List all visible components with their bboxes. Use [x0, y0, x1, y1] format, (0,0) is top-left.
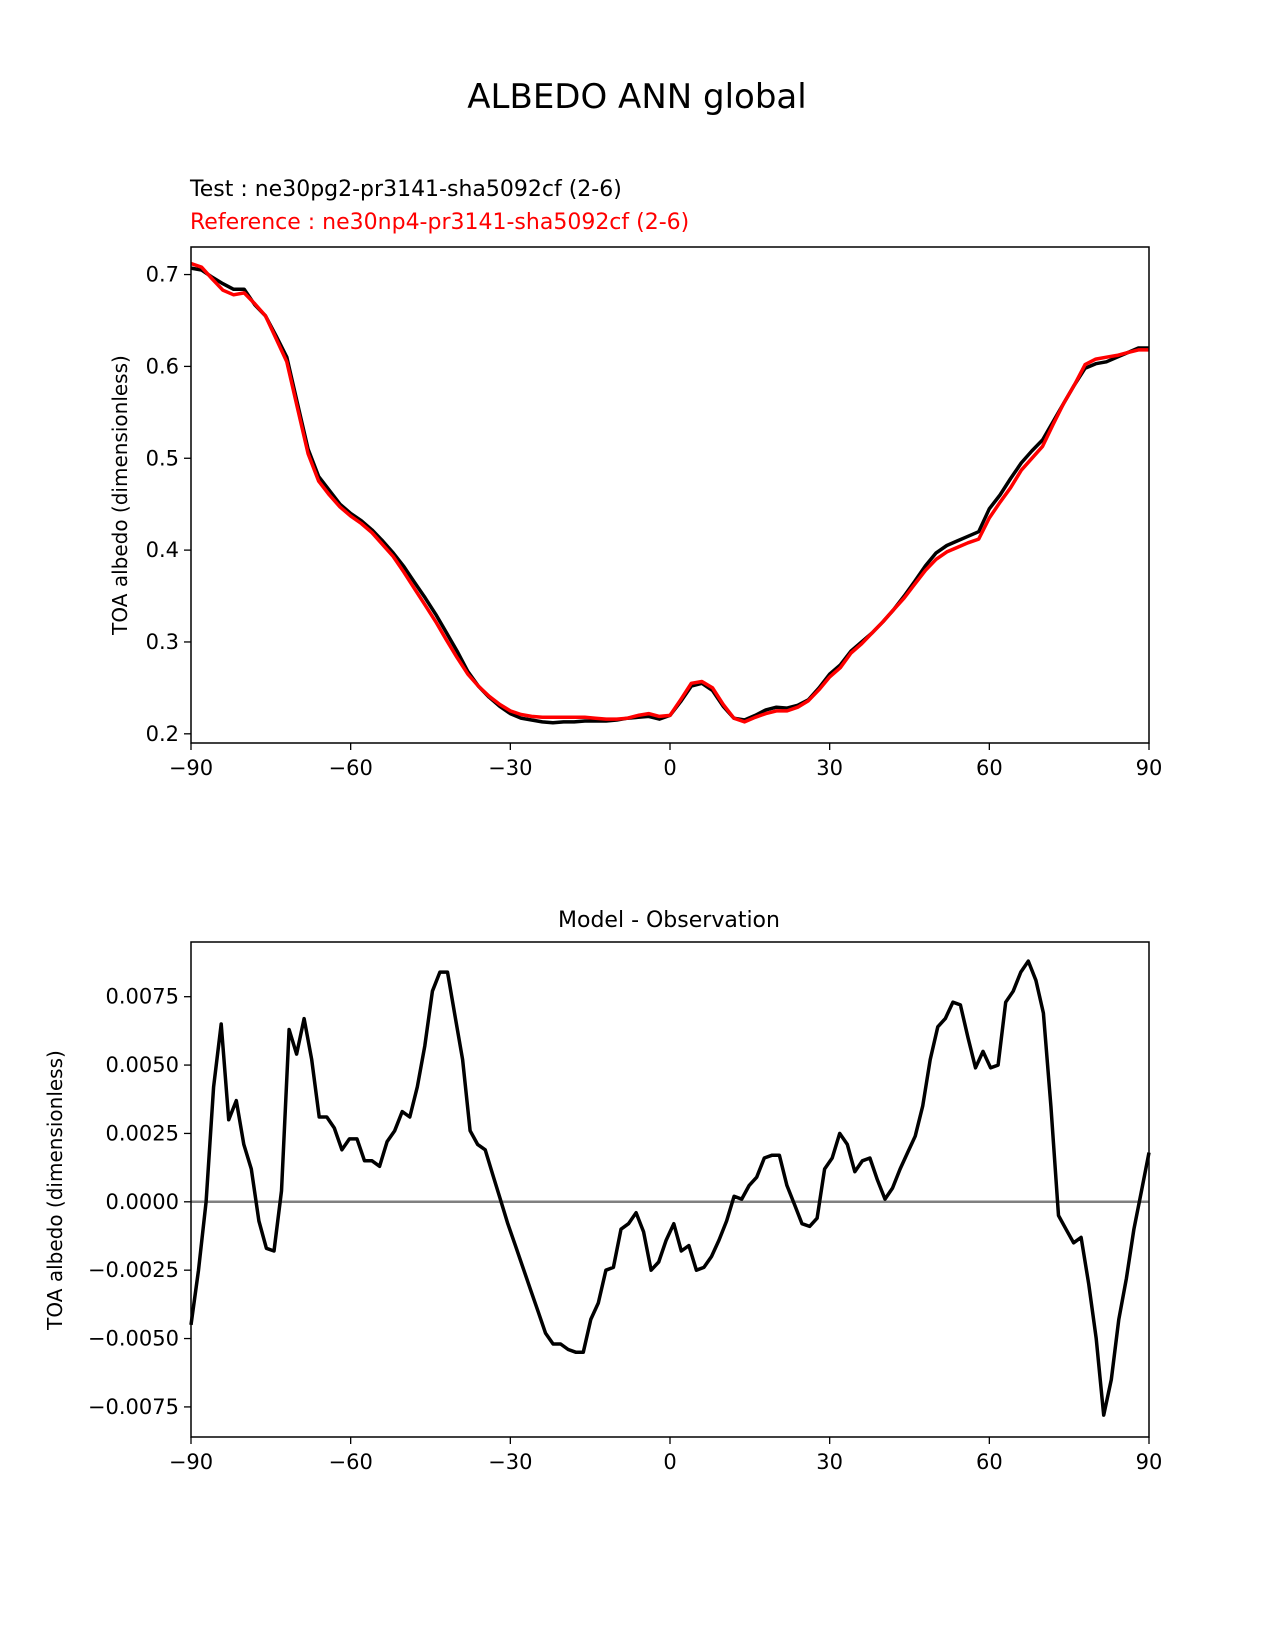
bottom-chart-ticks: −90 −60 −30 0 30 60 90 −0.0075 −0.0050 −0.0025 0.0…: [88, 985, 1162, 1474]
top-xtick-label: 0: [663, 756, 676, 780]
top-ytick-label: 0.3: [146, 630, 179, 654]
top-xtick-label: −60: [329, 756, 373, 780]
bottom-ytick-label: −0.0075: [88, 1395, 179, 1419]
top-xtick-label: −90: [169, 756, 213, 780]
bottom-ytick-label: 0.0075: [106, 985, 179, 1009]
bottom-xtick-label: 30: [816, 1450, 843, 1474]
top-xtick-label: 60: [976, 756, 1003, 780]
bottom-series-model-observation: [189, 959, 1151, 1417]
bottom-chart-frame: [190, 941, 1150, 1438]
bottom-ytick-label: −0.0050: [88, 1327, 179, 1351]
bottom-chart-series: [189, 959, 1151, 1417]
bottom-ytick-label: 0.0050: [106, 1053, 179, 1077]
top-xtick-label: −30: [488, 756, 532, 780]
top-chart-reference-title: Reference : ne30np4-pr3141-sha5092cf (2-…: [190, 210, 689, 235]
top-ytick-label: 0.4: [146, 538, 179, 562]
top-xtick-label: 30: [816, 756, 843, 780]
top-line-chart: Test : ne30pg2-pr3141-sha5092cf (2-6) Re…: [108, 177, 1162, 780]
bottom-xtick-label: 90: [1136, 1450, 1163, 1474]
bottom-xtick-label: 60: [976, 1450, 1003, 1474]
bottom-ytick-label: 0.0000: [106, 1190, 179, 1214]
top-xtick-label: 90: [1136, 756, 1163, 780]
top-chart-test-title: Test : ne30pg2-pr3141-sha5092cf (2-6): [189, 177, 622, 202]
top-ytick-label: 0.7: [146, 263, 179, 287]
top-ytick-label: 0.5: [146, 446, 179, 470]
bottom-xtick-label: −60: [329, 1450, 373, 1474]
top-chart-series: [190, 261, 1149, 725]
figure-suptitle: ALBEDO ANN global: [467, 77, 806, 117]
top-chart-ticks: −90 −60 −30 0 30 60 90 0.2 0.3 0.4 0.5 0.6 0.7: [146, 263, 1163, 780]
bottom-xtick-label: −90: [169, 1450, 213, 1474]
bottom-ytick-label: 0.0025: [106, 1121, 179, 1145]
top-chart-ylabel: TOA albedo (dimensionless): [108, 355, 132, 636]
bottom-ytick-label: −0.0025: [88, 1258, 179, 1282]
bottom-chart-title: Model - Observation: [558, 908, 780, 933]
top-chart-frame: [190, 246, 1150, 744]
bottom-xtick-label: 0: [663, 1450, 676, 1474]
top-series-reference: [190, 261, 1149, 724]
top-ytick-label: 0.6: [146, 354, 179, 378]
top-ytick-label: 0.2: [146, 722, 179, 746]
bottom-xtick-label: −30: [488, 1450, 532, 1474]
bottom-chart-ylabel: TOA albedo (dimensionless): [43, 1050, 67, 1331]
bottom-line-chart: Model - Observation −90 −60 −30 0 30 60 90 −0.0…: [43, 908, 1162, 1474]
